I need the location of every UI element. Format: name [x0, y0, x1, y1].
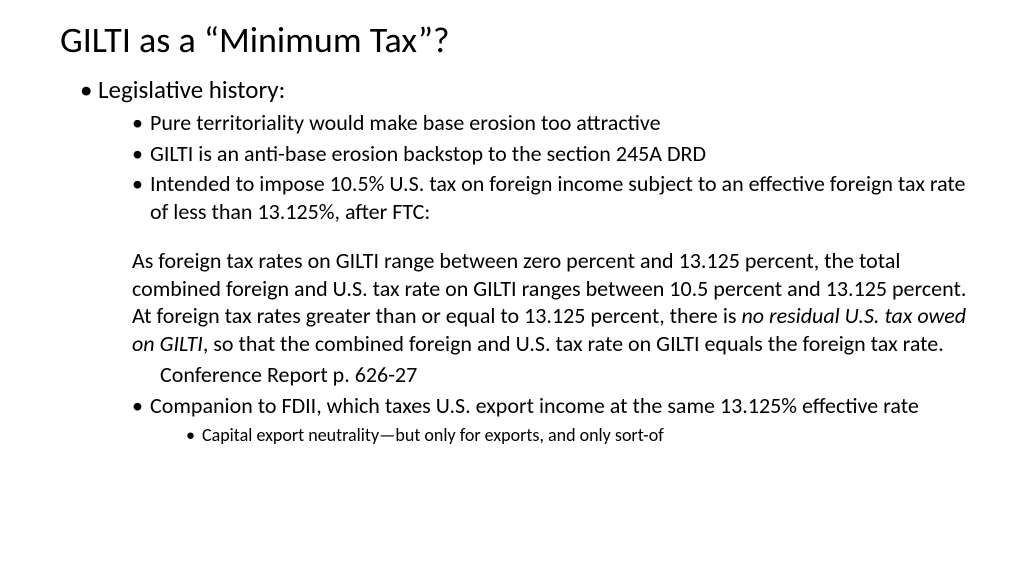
list-item-text: Pure territoriality would make base eros…	[150, 109, 661, 136]
citation-text: Conference Report p. 626-27	[60, 361, 974, 388]
list-item-text: Capital export neutrality—but only for e…	[202, 424, 664, 446]
bullet-list-level1: Legislative history: Pure territoriality…	[60, 74, 974, 225]
list-item: GILTI is an anti-base erosion backstop t…	[132, 140, 974, 168]
list-item: Companion to FDII, which taxes U.S. expo…	[132, 392, 974, 446]
bullet-list-level2-continued: Companion to FDII, which taxes U.S. expo…	[60, 392, 974, 446]
slide-title: GILTI as a “Minimum Tax”?	[60, 18, 974, 62]
bullet-list-level3: Capital export neutrality—but only for e…	[150, 424, 974, 447]
list-item: Pure territoriality would make base eros…	[132, 109, 974, 137]
list-item-text: Intended to impose 10.5% U.S. tax on for…	[150, 170, 966, 225]
list-item: Legislative history: Pure territoriality…	[80, 74, 974, 225]
list-item: Capital export neutrality—but only for e…	[186, 424, 974, 447]
list-item-text: Legislative history:	[98, 74, 285, 105]
quote-paragraph: As foreign tax rates on GILTI range betw…	[60, 247, 974, 357]
list-item: Intended to impose 10.5% U.S. tax on for…	[132, 170, 974, 225]
bullet-list-level2: Pure territoriality would make base eros…	[98, 109, 974, 225]
list-item-text: GILTI is an anti-base erosion backstop t…	[150, 140, 706, 167]
list-item-text: Companion to FDII, which taxes U.S. expo…	[150, 392, 919, 419]
quote-text-post: , so that the combined foreign and U.S. …	[203, 330, 944, 357]
